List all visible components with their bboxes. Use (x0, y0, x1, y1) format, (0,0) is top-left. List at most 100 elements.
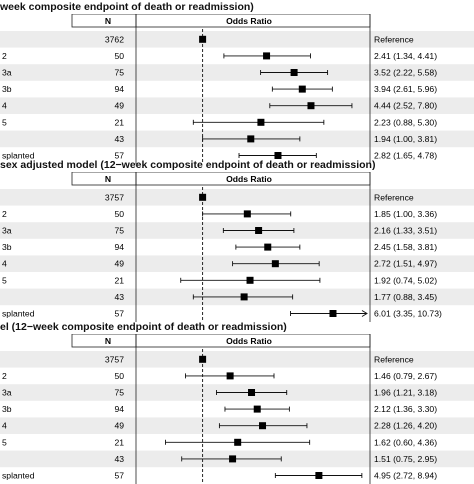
n-column-header: N (105, 174, 111, 184)
point-estimate (243, 210, 251, 218)
forest-row: 4 49 4.44 (2.52, 7.80) (2, 101, 437, 111)
row-label: 2 (2, 209, 7, 219)
row-label: 3b (2, 242, 12, 252)
forest-row: 2 50 2.41 (1.34, 4.41) (2, 51, 437, 61)
row-ci-text: 6.01 (3.35, 10.73) (374, 309, 442, 319)
point-estimate (246, 276, 254, 284)
row-n: 50 (114, 371, 124, 381)
row-n: 94 (114, 404, 124, 414)
forest-row: 3a 75 1.96 (1.21, 3.18) (2, 388, 437, 398)
table-header: N Odds Ratio (71, 172, 371, 186)
forest-row: 4 49 2.28 (1.26, 4.20) (2, 421, 437, 431)
row-ci-text: 2.45 (1.58, 3.81) (374, 242, 437, 252)
row-label: 3b (2, 84, 12, 94)
forest-row: 2 50 1.85 (1.00, 3.36) (2, 209, 437, 219)
point-estimate (199, 35, 207, 43)
row-band (0, 189, 474, 206)
row-ci-text: 2.82 (1.65, 4.78) (374, 151, 437, 161)
n-column-header: N (105, 336, 111, 346)
row-ci-text: 2.23 (0.88, 5.30) (374, 117, 437, 127)
row-ci-text: 1.96 (1.21, 3.18) (374, 388, 437, 398)
row-band (0, 31, 474, 48)
row-ci-text: 2.28 (1.26, 4.20) (374, 421, 437, 431)
point-estimate (263, 52, 271, 60)
forest-row: 5 21 1.62 (0.60, 4.36) (2, 437, 437, 447)
forest-row: 4 49 2.72 (1.51, 4.97) (2, 259, 437, 269)
forest-row: splanted 57 4.95 (2.72, 8.94) (2, 471, 437, 481)
forest-row: 3762 Reference (105, 34, 414, 44)
n-column-header: N (105, 16, 111, 26)
row-ci-text: 1.94 (1.00, 3.81) (374, 134, 437, 144)
point-estimate (271, 260, 279, 268)
row-ci-text: 1.46 (0.79, 2.67) (374, 371, 437, 381)
forest-row: 43 1.77 (0.88, 3.45) (114, 292, 437, 302)
row-n: 49 (114, 421, 124, 431)
row-n: 57 (114, 151, 124, 161)
ci-arrow-high (361, 310, 368, 317)
row-ci-text: 4.44 (2.52, 7.80) (374, 101, 437, 111)
forest-row: 43 1.94 (1.00, 3.81) (114, 134, 437, 144)
point-estimate (290, 69, 298, 76)
row-label: 5 (2, 437, 7, 447)
row-ci-text: Reference (374, 354, 414, 364)
row-ci-text: 1.51 (0.75, 2.95) (374, 454, 437, 464)
effect-column-header: Odds Ratio (226, 336, 272, 346)
row-ci-text: 3.52 (2.22, 5.58) (374, 68, 437, 78)
forest-row: 3757 Reference (105, 192, 414, 202)
forest-row: 5 21 1.92 (0.74, 5.02) (2, 275, 437, 285)
forest-row: 3757 Reference (105, 354, 414, 364)
row-ci-text: 2.41 (1.34, 4.41) (374, 51, 437, 61)
row-ci-text: 2.72 (1.51, 4.97) (374, 259, 437, 269)
row-ci-text: 2.12 (1.36, 3.30) (374, 404, 437, 414)
row-ci-text: 1.77 (0.88, 3.45) (374, 292, 437, 302)
forest-row: 3b 94 3.94 (2.61, 5.96) (2, 84, 437, 94)
point-estimate (240, 293, 248, 301)
point-estimate (257, 118, 265, 126)
row-label: 2 (2, 51, 7, 61)
row-ci-text: 4.95 (2.72, 8.94) (374, 471, 437, 481)
point-estimate (234, 438, 242, 446)
row-label: splanted (2, 309, 35, 319)
point-estimate (253, 405, 261, 413)
forest-row: splanted 57 6.01 (3.35, 10.73) (2, 309, 442, 319)
forest-row: 3a 75 3.52 (2.22, 5.58) (2, 68, 437, 78)
point-estimate (247, 135, 255, 143)
point-estimate (199, 193, 207, 201)
forest-row: 5 21 2.23 (0.88, 5.30) (2, 117, 437, 127)
forest-row: 2 50 1.46 (0.79, 2.67) (2, 371, 437, 381)
row-ci-text: 1.62 (0.60, 4.36) (374, 437, 437, 447)
row-label: 4 (2, 259, 7, 269)
row-n: 3757 (105, 192, 124, 202)
row-ci-text: 1.85 (1.00, 3.36) (374, 209, 437, 219)
forest-row: 3a 75 2.16 (1.33, 3.51) (2, 226, 437, 236)
point-estimate (264, 243, 272, 251)
row-label: splanted (2, 151, 35, 161)
panel-title: el (12−week composite endpoint of death … (0, 321, 287, 333)
row-n: 21 (114, 117, 124, 127)
row-n: 43 (114, 134, 124, 144)
row-band (0, 97, 474, 114)
point-estimate (315, 472, 323, 479)
row-n: 49 (114, 259, 124, 269)
row-label: 3b (2, 404, 12, 414)
row-ci-text: Reference (374, 192, 414, 202)
row-label: 4 (2, 421, 7, 431)
row-n: 57 (114, 471, 124, 481)
row-label: 3a (2, 68, 12, 78)
point-estimate (274, 152, 282, 159)
row-ci-text: 1.92 (0.74, 5.02) (374, 275, 437, 285)
point-estimate (329, 310, 337, 317)
row-n: 94 (114, 242, 124, 252)
row-n: 75 (114, 388, 124, 398)
row-n: 57 (114, 309, 124, 319)
table-header: N Odds Ratio (71, 334, 371, 348)
effect-column-header: Odds Ratio (226, 174, 272, 184)
forest-row: 3b 94 2.45 (1.58, 3.81) (2, 242, 437, 252)
row-n: 94 (114, 84, 124, 94)
row-ci-text: 2.16 (1.33, 3.51) (374, 226, 437, 236)
point-estimate (307, 102, 315, 110)
row-n: 3762 (105, 34, 124, 44)
row-label: 2 (2, 371, 7, 381)
